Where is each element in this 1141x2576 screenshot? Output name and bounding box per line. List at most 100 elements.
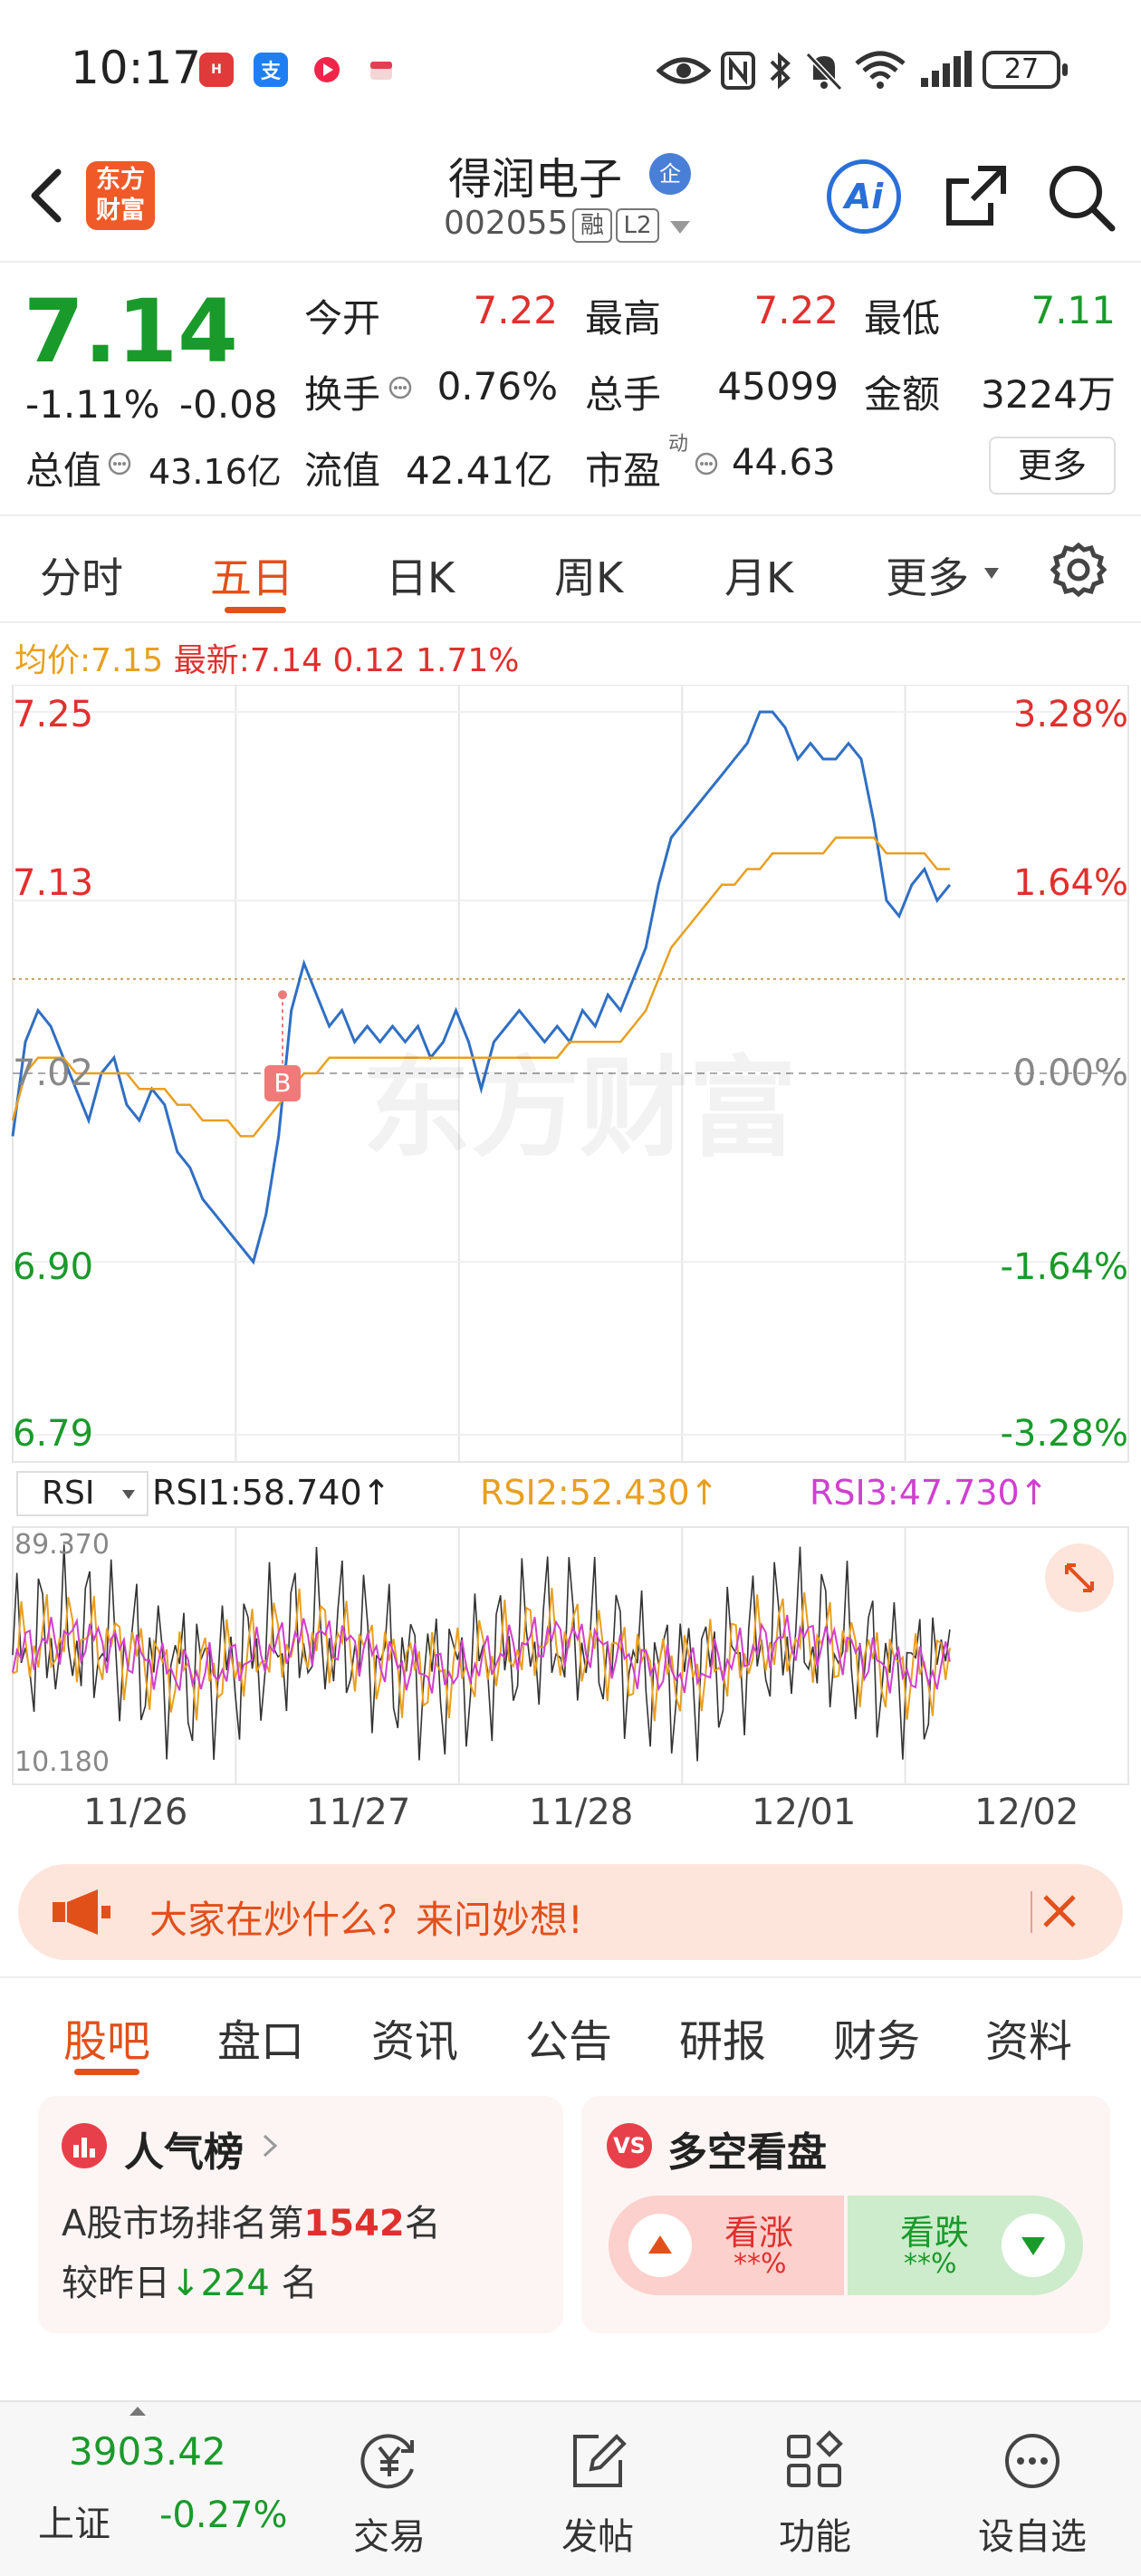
- tab-pankou[interactable]: 盘口: [217, 2016, 305, 2067]
- tab-daily-k[interactable]: 日K: [386, 553, 455, 602]
- date-axis: 11/26 11/27 11/28 12/01 12/02: [0, 1790, 1141, 1844]
- megaphone-icon: [53, 1889, 110, 1935]
- logo-line1: 东方: [96, 166, 145, 194]
- low-value: 7.11: [1031, 288, 1116, 332]
- bull-button[interactable]: 看涨 **%: [609, 2196, 844, 2295]
- back-icon[interactable]: [20, 159, 74, 232]
- gear-icon[interactable]: [1050, 542, 1107, 598]
- chevron-down-icon[interactable]: [668, 219, 692, 235]
- search-icon[interactable]: [1045, 161, 1117, 234]
- yen-exchange-icon: [360, 2434, 414, 2489]
- five-day-price-chart[interactable]: 7.25 7.13 7.02 6.90 6.79 3.28% 1.64% 0.0…: [0, 684, 1141, 1464]
- ai-assistant-button[interactable]: Ai: [827, 159, 901, 234]
- sentiment-card[interactable]: VS 多空看盘 看涨 **% 看跌 **%: [581, 2096, 1110, 2333]
- tab-five-day[interactable]: 五日: [210, 553, 293, 602]
- avg-price-label: 均价:: [14, 642, 91, 679]
- rank-change-prefix: 较昨日: [62, 2263, 170, 2304]
- nav-trade[interactable]: 交易: [335, 2402, 444, 2576]
- y-tick-right: 0.00%: [1012, 1053, 1128, 1094]
- active-tab-indicator: [225, 607, 286, 613]
- bear-label: 看跌: [900, 2213, 970, 2253]
- rsi3-line: [12, 1614, 951, 1694]
- price-chart-svg: [11, 684, 1129, 1463]
- caret-up-icon: [129, 2407, 146, 2416]
- info-icon[interactable]: [388, 375, 413, 400]
- current-price: 7.14: [24, 281, 238, 382]
- popularity-title: 人气榜: [124, 2129, 244, 2176]
- nav-post[interactable]: 发帖: [543, 2402, 652, 2576]
- rank-change-value: 224: [200, 2263, 270, 2304]
- pe-value: 44.63: [732, 442, 836, 484]
- info-icon[interactable]: [107, 451, 132, 476]
- quote-panel: 7.14 -1.11% -0.08 今开 7.22 最高 7.22 最低 7.1…: [0, 264, 1141, 516]
- rsi3-value: RSI3:47.730↑: [810, 1473, 1049, 1513]
- info-icon[interactable]: [694, 451, 719, 476]
- date-label: 12/01: [752, 1792, 857, 1833]
- index-ticker[interactable]: 3903.42 上证 -0.27%: [0, 2402, 299, 2576]
- more-quote-button[interactable]: 更多: [989, 437, 1116, 495]
- nav-functions[interactable]: 功能: [761, 2402, 869, 2576]
- bear-button[interactable]: 看跌 **%: [848, 2196, 1083, 2295]
- tab-weekly-k[interactable]: 周K: [554, 553, 624, 602]
- chart-watermark: 东方财富: [362, 1046, 797, 1172]
- y-tick-left: 6.90: [13, 1246, 94, 1288]
- tab-research[interactable]: 研报: [679, 2016, 767, 2067]
- market-cap-label: 总值: [25, 448, 102, 493]
- y-tick-left: 7.13: [13, 862, 94, 904]
- up-triangle-icon: [628, 2214, 692, 2277]
- y-tick-right: -3.28%: [1000, 1413, 1128, 1455]
- share-icon[interactable]: [942, 161, 1011, 230]
- rsi-chart[interactable]: 89.370 10.180: [0, 1525, 1141, 1788]
- popularity-card[interactable]: 人气榜 A股市场排名第1542名 较昨日↓224 名: [38, 2096, 563, 2333]
- avg-price-value: 7.15: [91, 642, 164, 679]
- turnover-label: 换手: [304, 372, 381, 417]
- pe-dynamic-superscript: 动: [668, 433, 689, 456]
- bluetooth-icon: [770, 52, 791, 90]
- rsi2-line: [12, 1588, 951, 1722]
- tab-more-periods[interactable]: 更多: [886, 553, 969, 602]
- wifi-icon: [855, 51, 906, 89]
- tab-profile[interactable]: 资料: [985, 2016, 1073, 2067]
- bull-value: **%: [734, 2248, 787, 2280]
- nav-add-watchlist[interactable]: 设自选: [978, 2402, 1087, 2576]
- buy-marker-dot: [278, 990, 287, 1000]
- caret-down-icon: [984, 568, 999, 579]
- y-tick-right: -1.64%: [1000, 1246, 1128, 1288]
- turnover-value: 0.76%: [436, 364, 558, 409]
- float-cap-label: 流值: [304, 448, 381, 493]
- eastmoney-logo[interactable]: 东方 财富: [86, 161, 155, 230]
- latest-value: 7.14: [249, 642, 323, 679]
- section-tabs: 股吧 盘口 资讯 公告 研报 财务 资料: [0, 1976, 1141, 2083]
- rsi1-value: RSI1:58.740↑: [152, 1473, 391, 1513]
- latest-change: 0.12: [332, 642, 406, 679]
- date-label: 11/28: [529, 1792, 634, 1833]
- expand-chart-button[interactable]: [1045, 1543, 1114, 1612]
- change-percent: -1.11%: [25, 382, 160, 427]
- rank-suffix: 名: [404, 2203, 441, 2244]
- active-tab-indicator: [74, 2069, 139, 2075]
- price-info-line: 均价:7.15 最新:7.14 0.12 1.71%: [14, 634, 519, 681]
- logo-line2: 财富: [96, 197, 145, 225]
- tab-announcements[interactable]: 公告: [525, 2016, 613, 2067]
- video-app-icon: [310, 53, 344, 87]
- tab-intraday[interactable]: 分时: [40, 553, 123, 602]
- y-tick-right: 1.64%: [1012, 862, 1128, 904]
- index-name: 上证: [38, 2504, 110, 2545]
- tab-monthly-k[interactable]: 月K: [724, 553, 794, 602]
- promo-banner[interactable]: 大家在炒什么？来问妙想!: [18, 1864, 1123, 1960]
- expand-icon: [1065, 1563, 1094, 1592]
- status-time: 10:17: [71, 42, 202, 94]
- indicator-select[interactable]: RSI: [16, 1471, 149, 1516]
- tab-guba[interactable]: 股吧: [63, 2016, 151, 2067]
- tab-news[interactable]: 资讯: [371, 2016, 459, 2067]
- y-tick-left: 7.25: [13, 694, 94, 735]
- bear-value: **%: [904, 2248, 957, 2280]
- close-icon[interactable]: [1032, 1884, 1087, 1938]
- store-app-icon: [364, 53, 398, 87]
- stock-code: 002055: [444, 205, 569, 242]
- level2-tag: L2: [616, 208, 659, 243]
- promo-text: 大家在炒什么？来问妙想!: [149, 1898, 583, 1942]
- buy-marker[interactable]: B: [264, 1065, 301, 1101]
- tab-finance[interactable]: 财务: [833, 2016, 921, 2067]
- mute-icon: [805, 52, 843, 91]
